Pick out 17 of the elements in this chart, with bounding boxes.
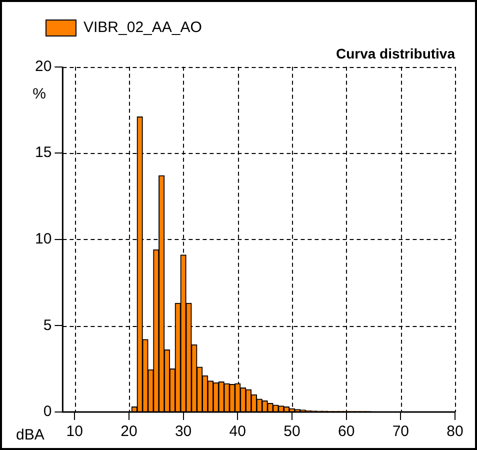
x-tick-label: 80 — [446, 423, 464, 440]
y-tick-label: 15 — [34, 144, 52, 162]
x-tick-label: 10 — [66, 423, 83, 440]
y-tick-label: 10 — [34, 230, 52, 248]
x-tick-label: 40 — [229, 423, 246, 440]
chart-title: Curva distributiva — [336, 45, 456, 62]
x-axis-title: dBA — [16, 426, 44, 444]
x-tick-label: 70 — [392, 423, 410, 440]
y-tick-label: 5 — [43, 316, 52, 334]
x-tick-label: 20 — [120, 423, 138, 440]
legend-label: VIBR_02_AA_AO — [84, 19, 202, 36]
x-tick-label: 50 — [284, 423, 300, 440]
x-tick-label: 30 — [174, 423, 192, 440]
y-tick-label: 20 — [34, 58, 52, 75]
x-tick-label: 60 — [338, 423, 355, 440]
y-tick-label: 0 — [43, 403, 52, 420]
y-axis-title: % — [32, 85, 46, 102]
